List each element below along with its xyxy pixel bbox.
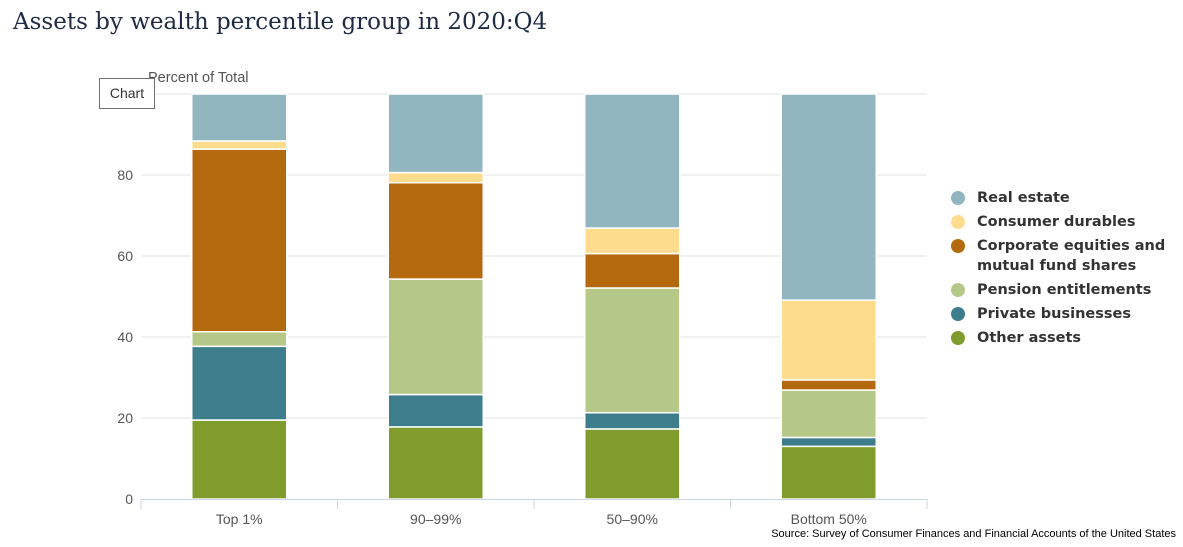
y-tick-label: 20	[117, 410, 133, 426]
legend-item[interactable]: Real estate	[951, 188, 1176, 208]
legend-label: Real estate	[977, 190, 1070, 206]
bar-segment[interactable]	[780, 93, 877, 301]
legend-swatch	[951, 331, 965, 345]
bar-segment[interactable]	[191, 148, 288, 333]
bar-segment[interactable]	[780, 389, 877, 439]
bar-segment[interactable]	[191, 419, 288, 500]
bar-segment[interactable]	[780, 436, 877, 448]
bar-segment[interactable]	[387, 426, 484, 500]
legend-swatch	[951, 283, 965, 297]
y-tick-label: 60	[117, 248, 133, 264]
x-tick-label: Bottom 50%	[791, 511, 867, 527]
bar-segment[interactable]	[780, 379, 877, 391]
bar-segment[interactable]	[191, 140, 288, 150]
bar-segment[interactable]	[780, 299, 877, 381]
chart-menu-button[interactable]: Chart	[99, 78, 155, 109]
bar-segment[interactable]	[191, 93, 288, 142]
bar-segment[interactable]	[191, 330, 288, 348]
bar-segment[interactable]	[584, 227, 681, 255]
y-tick-label: 0	[125, 491, 133, 507]
bar-segment[interactable]	[780, 445, 877, 500]
bar-segment[interactable]	[387, 393, 484, 428]
legend-item[interactable]: Other assets	[951, 328, 1176, 348]
legend-swatch	[951, 215, 965, 229]
source-note: Source: Survey of Consumer Finances and …	[771, 528, 1176, 540]
bar-segment[interactable]	[191, 345, 288, 421]
legend-swatch	[951, 307, 965, 321]
legend-swatch	[951, 191, 965, 205]
x-tick-label: 90–99%	[410, 511, 461, 527]
y-tick-label: 40	[117, 329, 133, 345]
legend-label: Pension entitlements	[977, 282, 1152, 298]
bar-segment[interactable]	[387, 93, 484, 174]
bar-segment[interactable]	[387, 278, 484, 396]
legend: Real estate Consumer durables Corporate eq…	[951, 188, 1176, 352]
legend-item[interactable]: Private businesses	[951, 304, 1176, 324]
bar-segment[interactable]	[584, 252, 681, 289]
bar-segment[interactable]	[387, 181, 484, 280]
legend-label: Other assets	[977, 330, 1082, 346]
x-tick-label: Top 1%	[216, 511, 263, 527]
legend-item[interactable]: Pension entitlements	[951, 280, 1176, 300]
y-axis-label: Percent of Total	[148, 70, 249, 86]
chart-plot: 0 20 40 60 80 Top 1% 90–99% 50–90% Bottom 50% Pe…	[117, 70, 928, 527]
bar-segment[interactable]	[584, 287, 681, 414]
bars	[191, 93, 877, 500]
chart-title: Assets by wealth percentile group in 202…	[13, 9, 548, 35]
legend-item[interactable]: Consumer durables	[951, 212, 1176, 232]
y-tick-label: 80	[117, 167, 133, 183]
bar-segment[interactable]	[584, 428, 681, 500]
bar-segment[interactable]	[387, 171, 484, 184]
legend-label: Corporate equities and mutual fund share…	[977, 238, 1166, 274]
legend-label: Consumer durables	[977, 214, 1136, 230]
legend-swatch	[951, 239, 965, 253]
bar-segment[interactable]	[584, 411, 681, 430]
axes: 0 20 40 60 80 Top 1% 90–99% 50–90% Bottom 50%	[117, 167, 928, 527]
legend-label: Private businesses	[977, 306, 1131, 322]
legend-item[interactable]: Corporate equities and mutual fund share…	[951, 236, 1176, 276]
x-tick-label: 50–90%	[607, 511, 658, 527]
bar-segment[interactable]	[584, 93, 681, 229]
